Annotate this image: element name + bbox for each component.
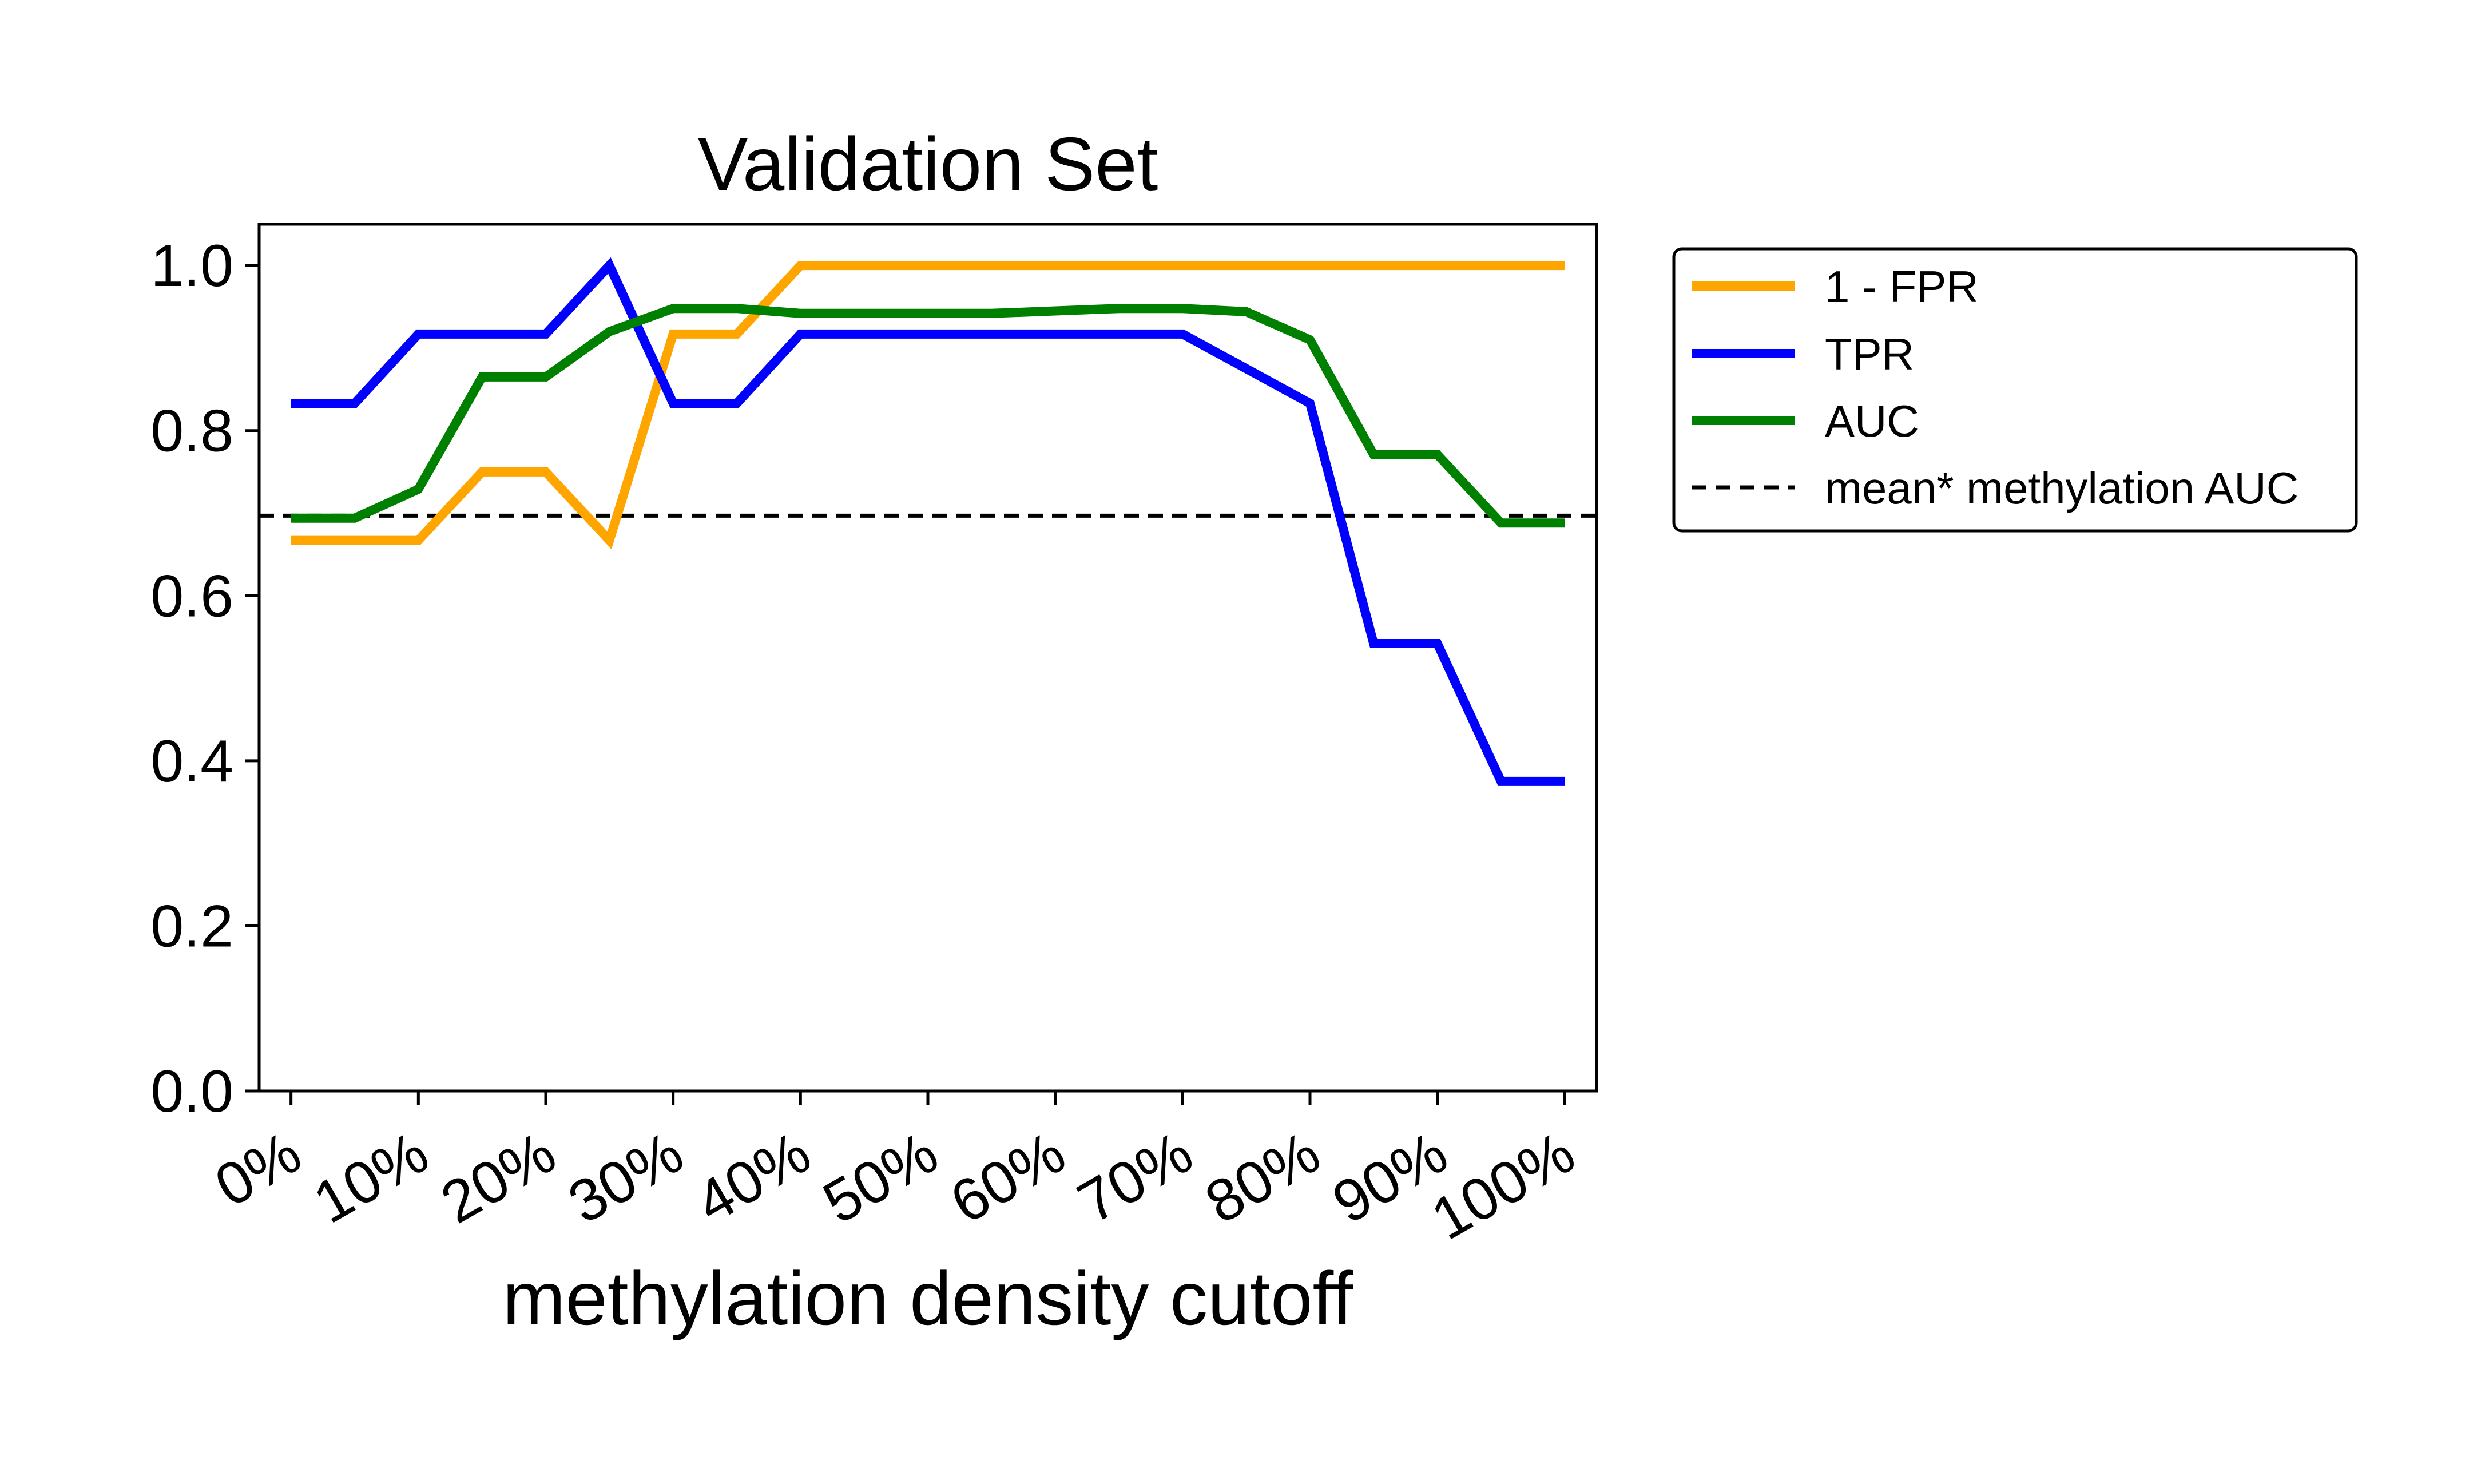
y-tick-label: 0.4 bbox=[150, 728, 233, 795]
plot-frame bbox=[257, 223, 1598, 1093]
legend-label-tpr: TPR bbox=[1825, 329, 1914, 379]
plot-area bbox=[259, 257, 1597, 786]
series-line-1-fpr bbox=[291, 261, 1565, 550]
series-line-tpr bbox=[291, 257, 1565, 786]
legend-label-mean-methylation-auc: mean* methylation AUC bbox=[1825, 463, 2299, 513]
y-tick-label: 0.8 bbox=[150, 398, 233, 465]
legend-label-1-fpr: 1 - FPR bbox=[1825, 261, 1979, 312]
y-tick-label: 1.0 bbox=[150, 233, 233, 299]
chart-title: Validation Set bbox=[698, 122, 1158, 206]
x-axis-label: methylation density cutoff bbox=[502, 1256, 1353, 1340]
legend-label-auc: AUC bbox=[1825, 396, 1919, 446]
legend-frame bbox=[1672, 247, 2358, 533]
y-tick-label: 0.6 bbox=[150, 563, 233, 629]
legend: 1 - FPR TPR AUC mean* methylation AUC bbox=[1672, 247, 2358, 533]
series-line-auc bbox=[291, 304, 1565, 528]
y-tick-label: 0.0 bbox=[150, 1058, 233, 1125]
y-tick-label: 0.2 bbox=[150, 893, 233, 959]
